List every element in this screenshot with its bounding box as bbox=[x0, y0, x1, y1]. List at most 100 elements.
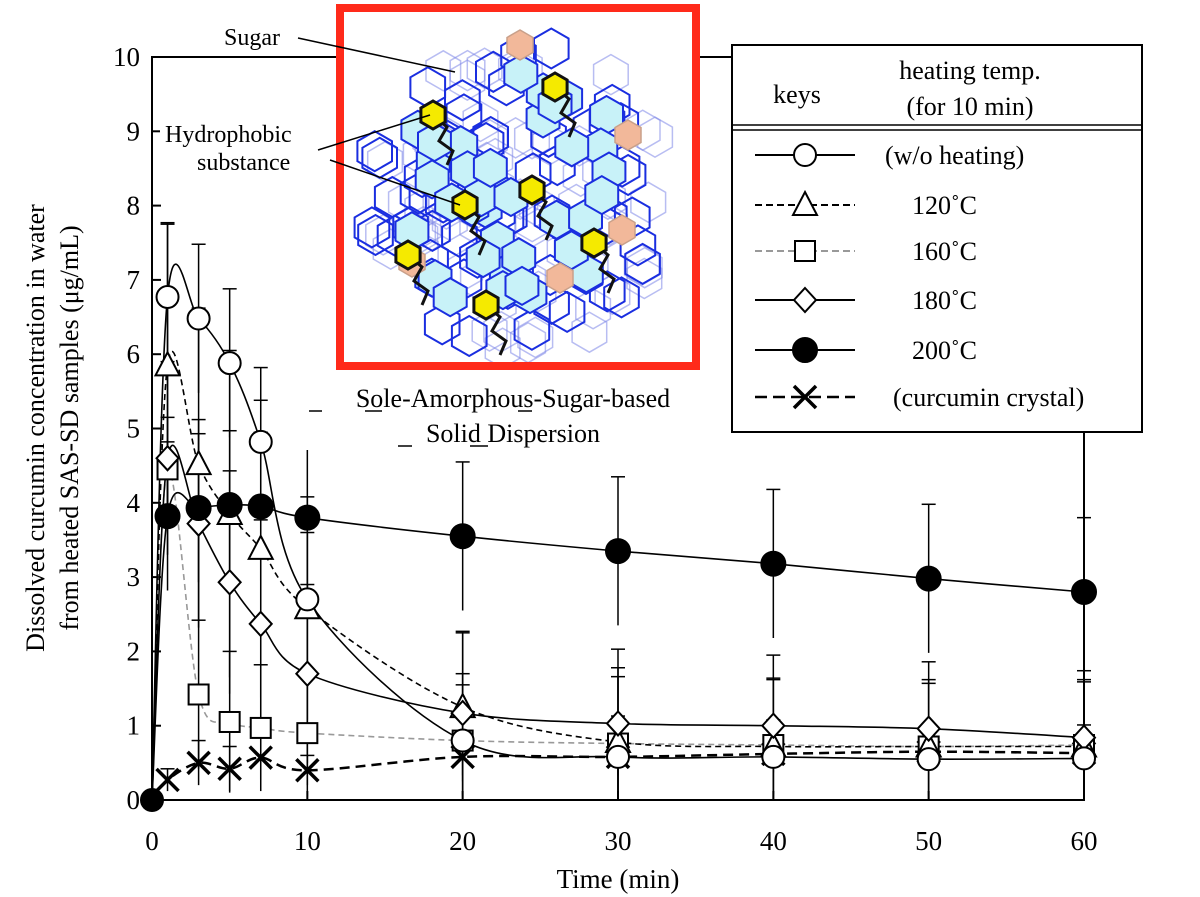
marker-circle bbox=[793, 143, 817, 167]
y-tick-label: 0 bbox=[127, 785, 141, 815]
inset-title-line2: Solid Dispersion bbox=[426, 419, 600, 448]
legend-label: 160˚C bbox=[912, 237, 977, 266]
marker-triangle bbox=[791, 189, 819, 216]
sugar-molecule bbox=[584, 174, 620, 216]
legend-row-square: 160˚C bbox=[755, 237, 977, 266]
marker-filled-circle bbox=[216, 492, 243, 519]
sugar-outline-faint bbox=[626, 246, 663, 289]
marker-circle bbox=[186, 306, 211, 331]
inset-illustration: Sugar Hydrophobic substance Sole-Amorpho… bbox=[160, 4, 730, 450]
marker-x-stroke bbox=[217, 756, 242, 782]
series-layer bbox=[140, 221, 1098, 812]
marker-x-stroke bbox=[792, 384, 818, 410]
hydrophobic-molecule bbox=[518, 174, 546, 206]
legend-row-triangle: 120˚C bbox=[755, 189, 977, 220]
marker-triangle bbox=[153, 350, 182, 377]
sugar-outline bbox=[624, 242, 661, 286]
legend-row-diamond: 180˚C bbox=[755, 286, 977, 315]
legend-row-filled-circle: 200˚C bbox=[755, 336, 977, 365]
marker-triangle bbox=[247, 533, 275, 560]
y-tick-label: 7 bbox=[127, 265, 141, 295]
marker-x bbox=[792, 384, 818, 410]
sugar-outline-faint bbox=[517, 316, 554, 359]
series-markers-filled-circle bbox=[154, 492, 1097, 605]
marker-square bbox=[794, 240, 816, 262]
y-tick-label: 10 bbox=[113, 42, 140, 72]
inset-title-underlines bbox=[309, 410, 532, 447]
sugar-outline-faint bbox=[571, 311, 608, 354]
inset-title-bg bbox=[300, 378, 730, 450]
hydrophobic-label-bg bbox=[160, 118, 336, 178]
marker-x bbox=[186, 750, 211, 776]
y-tick-label: 3 bbox=[127, 562, 141, 592]
sugar-molecule bbox=[554, 127, 590, 168]
x-tick-label: 10 bbox=[294, 826, 321, 856]
legend-box bbox=[731, 44, 1143, 433]
marker-x-stroke bbox=[155, 767, 180, 793]
sugar-molecule bbox=[504, 265, 540, 307]
y-axis-label-line2: from heated SAS-SD samples (μg/mL) bbox=[55, 225, 84, 630]
legend-rows: (w/o heating) 120˚C 160˚C 180˚C 200˚C (curcum… bbox=[755, 141, 1084, 412]
marker-diamond bbox=[294, 660, 320, 688]
sugar-label: Sugar bbox=[224, 25, 280, 51]
sugar-molecule bbox=[503, 53, 539, 95]
sugar-pointer bbox=[297, 37, 456, 73]
marker-circle bbox=[217, 351, 242, 376]
hydrophobic-pointer-2 bbox=[329, 159, 461, 206]
marker-diamond bbox=[217, 568, 243, 596]
axes: 0 1 2 3 4 5 6 7 8 9 10 0 10 20 30 40 50 60 bbox=[113, 42, 1098, 856]
x-tick-label: 0 bbox=[145, 826, 159, 856]
marker-x bbox=[217, 756, 242, 782]
marker-circle bbox=[606, 744, 630, 769]
marker-square bbox=[249, 716, 272, 739]
sugar-outline bbox=[450, 314, 488, 358]
legend-label: 180˚C bbox=[912, 286, 977, 315]
sugar-outline-faint bbox=[624, 109, 661, 152]
sugar-outline bbox=[603, 276, 640, 319]
hydrophobic-molecule bbox=[451, 189, 479, 221]
hydrophobic-molecule bbox=[541, 71, 569, 103]
sugar-outline-faint bbox=[462, 100, 499, 143]
y-tick-label: 8 bbox=[127, 191, 141, 221]
inset-molecules bbox=[353, 27, 674, 370]
marker-circle bbox=[916, 747, 941, 772]
series-line bbox=[151, 444, 1085, 801]
series-markers-square bbox=[156, 458, 1095, 758]
sugar-molecule bbox=[432, 277, 468, 318]
series-markers-diamond bbox=[155, 444, 1097, 752]
marker-circle bbox=[248, 429, 273, 454]
legend-header-temp-line2: (for 10 min) bbox=[906, 92, 1033, 121]
legend-label: 120˚C bbox=[912, 191, 977, 220]
sugar-outline-faint bbox=[425, 49, 462, 92]
marker-x-stroke bbox=[295, 758, 320, 783]
marker-diamond bbox=[248, 610, 274, 638]
sugar-outline bbox=[356, 130, 393, 173]
marker-filled-circle bbox=[915, 565, 942, 592]
marker-filled-circle bbox=[247, 493, 274, 520]
inset-border bbox=[336, 4, 700, 370]
marker-circle bbox=[450, 728, 475, 753]
marker-diamond bbox=[605, 709, 631, 737]
sugar-molecule bbox=[465, 237, 501, 279]
sugar-outline-faint bbox=[626, 257, 663, 300]
series-line bbox=[151, 491, 1085, 801]
legend-row-circle: (w/o heating) bbox=[755, 141, 1024, 170]
marker-filled-circle bbox=[760, 550, 787, 577]
marker-filled-circle bbox=[1071, 578, 1097, 605]
sugar-outline-faint bbox=[471, 310, 508, 352]
marker-square bbox=[218, 710, 241, 733]
sugar-outline bbox=[423, 303, 461, 346]
inset-title-line1: Sole-Amorphous-Sugar-based bbox=[356, 384, 670, 413]
hydrophobic-molecule bbox=[580, 227, 608, 259]
sugar-outline bbox=[533, 27, 570, 70]
series-line bbox=[150, 750, 1085, 801]
marker-x-stroke bbox=[186, 750, 211, 776]
x-tick-label: 60 bbox=[1071, 826, 1098, 856]
marker-square bbox=[187, 683, 210, 706]
marker-circle bbox=[761, 744, 786, 769]
sugar-outline-faint bbox=[592, 53, 629, 96]
marker-filled-circle bbox=[792, 337, 818, 363]
marker-filled-circle bbox=[185, 495, 212, 522]
sugar-outline-faint bbox=[575, 287, 612, 330]
marker-diamond bbox=[792, 286, 818, 314]
